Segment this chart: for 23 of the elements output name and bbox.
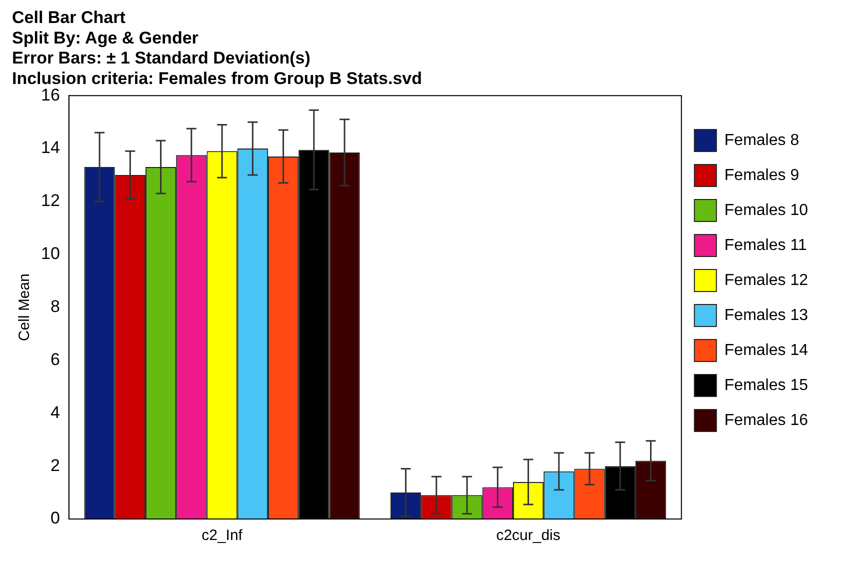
y-tick-label: 2 (50, 456, 60, 475)
legend-label: Females 10 (724, 202, 808, 219)
y-axis-title: Cell Mean (16, 274, 34, 342)
x-tick-label: c2_Inf (202, 527, 244, 544)
legend-label: Females 14 (724, 342, 808, 359)
y-tick-label: 6 (50, 350, 60, 369)
y-tick-label: 10 (40, 244, 60, 264)
legend-label: Females 15 (724, 376, 808, 394)
y-tick-label: 14 (40, 138, 60, 158)
y-tick-label: 12 (40, 191, 60, 210)
text: Cell Bar Chart (12, 8, 126, 27)
legend-label: Females 9 (724, 166, 800, 184)
y-tick-label: 8 (50, 296, 60, 316)
legend-label: Females 12 (724, 272, 808, 289)
y-tick-label: 4 (50, 402, 60, 422)
legend-label: Females 16 (724, 412, 808, 429)
legend-label: Females 13 (724, 306, 808, 324)
y-tick-label: 0 (50, 508, 60, 528)
text: Split By: Age & Gender (12, 28, 198, 48)
legend-label: Females 11 (724, 236, 807, 254)
text: Error Bars: ± 1 Standard Deviation(s) (12, 48, 310, 68)
legend-label: Females 8 (724, 132, 800, 149)
x-tick-label: c2cur_dis (496, 527, 560, 544)
